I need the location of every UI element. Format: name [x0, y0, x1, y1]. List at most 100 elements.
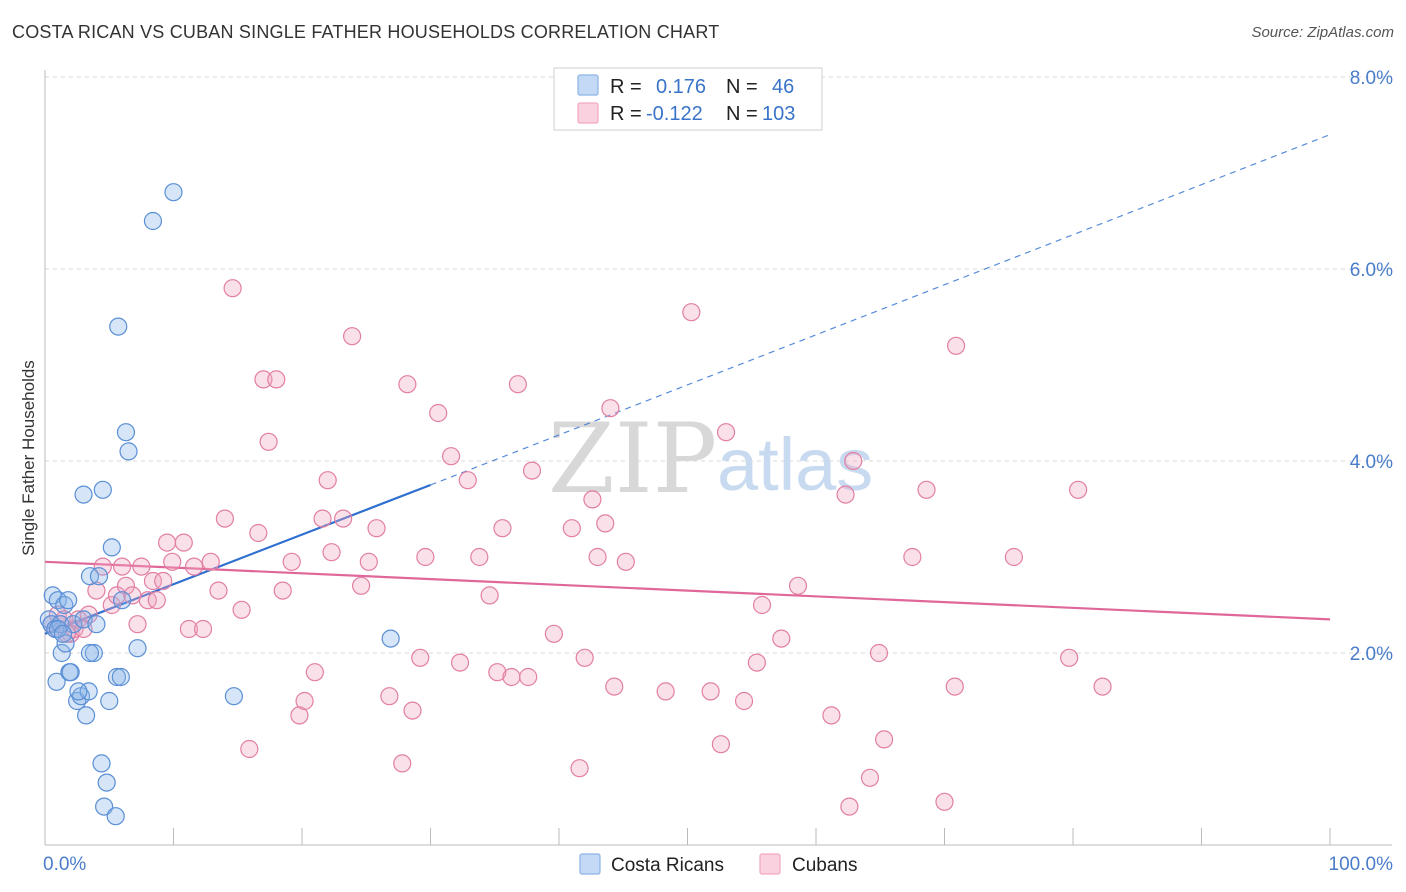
cubans-point [254, 370, 273, 389]
cubans-point [240, 739, 259, 759]
cubans-point [822, 706, 841, 725]
cubans-point [367, 519, 386, 538]
cubans-point [544, 624, 563, 643]
cubans-point [313, 509, 332, 528]
cubans-point [411, 648, 430, 667]
cubans-point [616, 552, 635, 571]
cubans-point [583, 490, 602, 509]
cubans-point [596, 514, 615, 533]
cubans-point [701, 682, 720, 701]
cubans-point [502, 667, 521, 687]
cubans-point [380, 687, 399, 706]
y-tick-label: 6.0% [1350, 260, 1393, 281]
cubans-point [945, 677, 964, 696]
cubans-point [1093, 677, 1112, 696]
cubans-point [393, 754, 412, 773]
cubans-point [917, 480, 936, 499]
cubans-point [716, 423, 736, 442]
legend-swatch-costa-ricans [577, 74, 599, 96]
cubans-point [112, 557, 132, 576]
cubans-point [290, 706, 309, 725]
cubans-point [359, 552, 378, 571]
bottom-legend: Costa Ricans Cubans [579, 853, 858, 876]
cubans-point [450, 653, 470, 672]
cubans-point [752, 595, 772, 615]
cubans-point [305, 663, 324, 682]
cubans-point [946, 336, 966, 355]
cubans-point [403, 701, 422, 720]
trend-line-cubans [44, 560, 1331, 621]
costa-ricans-point [224, 687, 243, 706]
y-axis-label: Single Father Households [19, 360, 38, 556]
cubans-point [57, 624, 76, 643]
costa-ricans-point [61, 663, 80, 682]
costa-ricans-point [89, 567, 109, 586]
legend-n-label-1: N = [726, 76, 758, 98]
cubans-point [282, 552, 301, 571]
cubans-point [143, 571, 163, 591]
bottom-legend-swatch-costa-ricans [579, 853, 601, 875]
costa-ricans-point [164, 183, 183, 202]
cubans-point [682, 303, 701, 322]
cubans-point [656, 682, 675, 701]
cubans-point [875, 730, 894, 749]
cubans-point [132, 557, 151, 576]
costa-ricans-point [119, 442, 138, 461]
cubans-point [398, 375, 417, 394]
costa-ricans-point [93, 480, 112, 499]
cubans-point [508, 375, 527, 394]
cubans-point [334, 509, 353, 528]
costa-ricans-point [69, 682, 88, 701]
watermark: ZIP atlas [548, 403, 873, 515]
cubans-point [267, 370, 286, 389]
legend-r-label-1: R = [610, 76, 642, 98]
legend-n-value-2: 103 [762, 103, 795, 125]
y-tick-label: 2.0% [1350, 644, 1393, 665]
watermark-atlas: atlas [717, 423, 873, 506]
y-tick-label: 8.0% [1350, 68, 1393, 89]
costa-ricans-point [52, 643, 71, 663]
tick-labels: 2.0% 4.0% 6.0% 8.0% 0.0% 100.0% [43, 68, 1393, 875]
costa-ricans-point [143, 211, 163, 231]
costa-ricans-point [111, 667, 130, 687]
cubans-point [488, 663, 507, 682]
costa-ricans-point [77, 706, 96, 725]
costa-ricans-point [107, 667, 127, 687]
cubans-point [273, 581, 292, 600]
trend-line-costa-ricans [44, 483, 431, 635]
cubans-point [232, 600, 251, 619]
cubans-point [322, 543, 341, 562]
grid [45, 76, 1392, 654]
costa-ricans-point [106, 807, 125, 826]
cubans-point [601, 399, 620, 418]
cubans-point [441, 447, 461, 466]
cubans-point [903, 547, 922, 567]
cubans-point [179, 619, 199, 639]
cubans-point [163, 552, 182, 571]
cubans-point [249, 523, 268, 543]
cubans-point [102, 595, 121, 615]
cubans-point [193, 619, 213, 639]
costa-ricans-point [109, 317, 128, 336]
cubans-point [318, 471, 337, 490]
watermark-zip: ZIP [548, 403, 717, 515]
legend-frame [553, 67, 823, 131]
cubans-point [562, 519, 581, 538]
cubans-point [869, 643, 889, 663]
cubans-point [605, 677, 624, 696]
cubans-point [772, 629, 791, 648]
cubans-point [1069, 480, 1088, 499]
cubans-point [1060, 648, 1079, 667]
legend-r-label-2: R = [610, 103, 642, 125]
costa-ricans-point [102, 538, 121, 557]
cubans-point [1004, 547, 1023, 567]
cubans-point [201, 552, 220, 571]
data-points [39, 183, 1112, 826]
cubans-point [480, 586, 499, 605]
cubans-point [493, 519, 512, 538]
cubans-point [836, 485, 855, 504]
legend-r-value-2: -0.122 [646, 103, 703, 125]
bottom-legend-cubans: Cubans [792, 855, 858, 876]
cubans-point [116, 576, 136, 595]
source-credit: Source: ZipAtlas.com [1251, 24, 1394, 41]
